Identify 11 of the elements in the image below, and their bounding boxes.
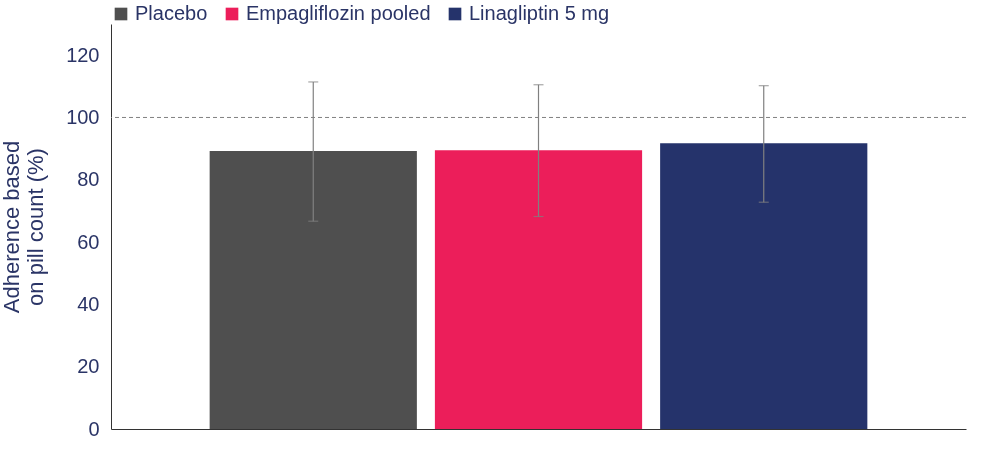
y-tick-label: 100 [66, 105, 100, 128]
y-tick-label: 0 [88, 417, 100, 440]
legend-label: Placebo [135, 2, 208, 24]
y-tick-label: 60 [77, 230, 100, 253]
y-tick-label: 120 [66, 43, 100, 66]
y-tick-label: 80 [77, 168, 100, 191]
legend-label: Empagliflozin pooled [246, 2, 431, 24]
y-axis-title: Adherence based on pill count (%) [0, 140, 49, 314]
y-tick-label: 20 [77, 355, 100, 378]
y-tick-label: 40 [77, 292, 100, 315]
legend-label: Linagliptin 5 mg [469, 2, 610, 24]
